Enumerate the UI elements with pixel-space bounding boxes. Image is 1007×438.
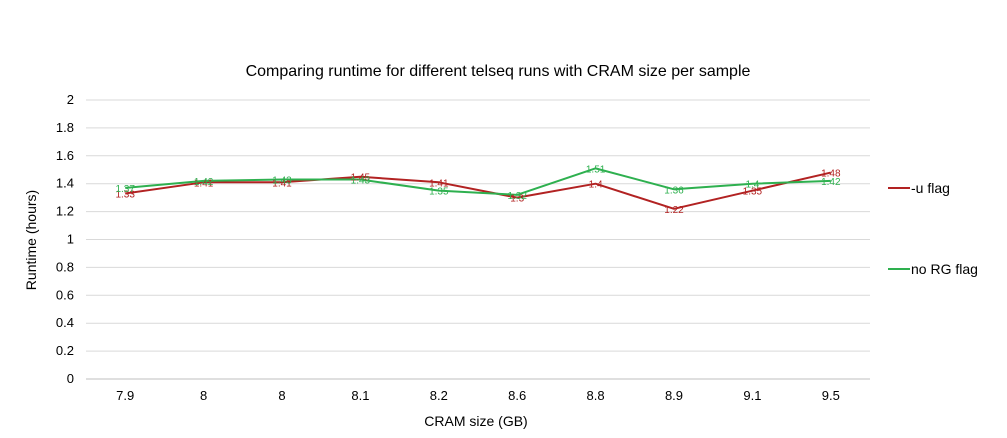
data-label: 1.35 (743, 187, 763, 198)
x-axis-title: CRAM size (GB) (424, 413, 527, 429)
x-tick-label: 8.2 (430, 388, 448, 403)
y-tick-label: 0.4 (56, 315, 74, 330)
x-tick-label: 7.9 (116, 388, 134, 403)
y-tick-label: 1.4 (56, 176, 74, 191)
y-tick-label: 1.6 (56, 148, 74, 163)
x-tick-label: 9.5 (822, 388, 840, 403)
data-label: 1.3 (510, 194, 524, 205)
data-label: 1.37 (115, 184, 135, 195)
x-tick-label: 8 (278, 388, 285, 403)
y-tick-label: 1 (67, 232, 74, 247)
legend-label: no RG flag (911, 261, 978, 277)
y-tick-label: 2 (67, 92, 74, 107)
data-label: 1.43 (351, 176, 371, 187)
y-tick-label: 0.2 (56, 343, 74, 358)
x-tick-label: 9.1 (743, 388, 761, 403)
y-axis-title: Runtime (hours) (23, 190, 39, 290)
x-axis-ticks: 7.9 8 8 8.1 8.2 8.6 8.8 8.9 9.1 9.5 (116, 388, 840, 403)
y-tick-label: 0.8 (56, 259, 74, 274)
x-tick-label: 8.1 (351, 388, 369, 403)
series-line-1 (125, 167, 831, 196)
data-label: 1.36 (664, 185, 684, 196)
chart-title: Comparing runtime for different telseq r… (246, 63, 751, 80)
y-tick-label: 0.6 (56, 287, 74, 302)
x-tick-label: 8.8 (587, 388, 605, 403)
data-label: 1.35 (429, 187, 449, 198)
y-tick-label: 1.8 (56, 120, 74, 135)
data-label: 1.41 (272, 178, 292, 189)
data-label: 1.42 (194, 177, 214, 188)
data-labels: 1.331.41 1.411.451.411.31.41.221.351.481.… (115, 164, 841, 215)
series-lines (125, 167, 832, 210)
data-label: 1.22 (664, 205, 684, 216)
x-tick-label: 8 (200, 388, 207, 403)
data-label: 1.32 (507, 191, 527, 202)
y-axis-ticks: 0 0.2 0.4 0.6 0.8 1 1.2 1.4 1.6 1.8 2 (56, 92, 74, 386)
series-line-0 (125, 171, 832, 210)
legend: -u flag no RG flag (888, 180, 978, 277)
y-tick-label: 0 (67, 371, 74, 386)
data-label: 1.45 (351, 173, 371, 184)
data-label: 1.42 (821, 177, 841, 188)
data-label: 1.4 (745, 180, 759, 191)
data-label: 1.4 (589, 180, 603, 191)
data-label: 1.43 (272, 176, 292, 187)
gridlines (86, 99, 870, 380)
x-tick-label: 8.6 (508, 388, 526, 403)
data-label: 1.41 (429, 178, 449, 189)
y-tick-label: 1.2 (56, 204, 74, 219)
x-tick-label: 8.9 (665, 388, 683, 403)
data-label: 1.41 (194, 178, 214, 189)
data-label: 1.33 (115, 189, 135, 200)
legend-label: -u flag (911, 180, 950, 196)
data-label: 1.48 (821, 169, 841, 180)
data-label: 1.51 (586, 164, 606, 175)
